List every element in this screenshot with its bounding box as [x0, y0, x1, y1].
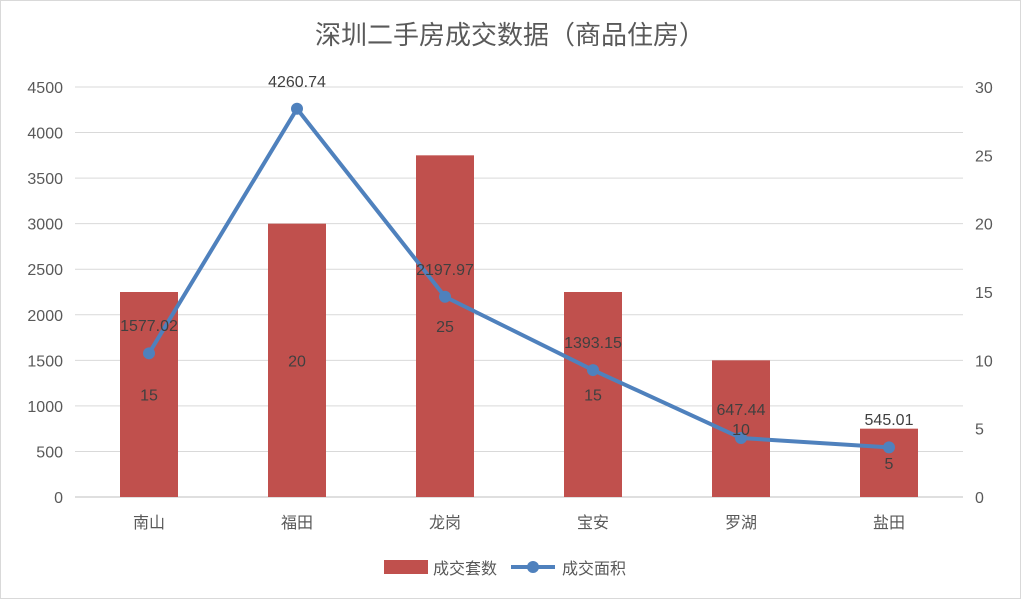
bar	[860, 428, 918, 497]
legend: 成交套数 成交面积	[384, 559, 626, 578]
bar-data-label: 10	[732, 422, 750, 439]
bar-data-label: 15	[584, 388, 602, 405]
left-axis: 0 500 1000 1500 2000 2500 3000 3500 4000 4500	[27, 80, 63, 507]
right-tick-label: 25	[975, 148, 993, 165]
left-tick-label: 3000	[27, 217, 63, 234]
line-data-label: 4260.74	[268, 74, 326, 91]
left-tick-label: 1000	[27, 399, 63, 416]
left-tick-label: 2500	[27, 262, 63, 279]
category-label: 福田	[281, 513, 313, 532]
line-point	[291, 102, 303, 115]
line-data-label: 545.01	[865, 412, 914, 429]
data-labels: 15 20 25 15 10 5 1577.02 4260.74 2197.97 1393.15 6…	[120, 74, 913, 473]
line-point	[143, 347, 155, 360]
line-series	[143, 102, 895, 454]
left-tick-label: 4500	[27, 80, 63, 97]
right-tick-label: 5	[975, 422, 984, 439]
right-tick-label: 20	[975, 217, 993, 234]
gridlines	[75, 86, 963, 498]
line-point	[883, 441, 895, 454]
left-tick-label: 1500	[27, 353, 63, 370]
right-tick-label: 10	[975, 353, 993, 370]
line-point	[439, 290, 451, 303]
left-tick-label: 3500	[27, 171, 63, 188]
line-point	[587, 364, 599, 377]
legend-swatch-bar	[384, 560, 428, 574]
line-point	[735, 432, 747, 445]
legend-marker-line	[527, 561, 539, 573]
left-tick-label: 2000	[27, 308, 63, 325]
chart-title: 深圳二手房成交数据（商品住房）	[315, 21, 705, 51]
line-data-label: 2197.97	[416, 262, 474, 279]
category-label: 盐田	[873, 513, 905, 532]
category-label: 罗湖	[725, 513, 757, 532]
bar-data-label: 5	[885, 456, 894, 473]
legend-label-line: 成交面积	[562, 559, 626, 578]
right-tick-label: 15	[975, 285, 993, 302]
bar	[416, 155, 474, 498]
category-label: 宝安	[577, 513, 609, 532]
bar	[120, 292, 178, 497]
x-axis: 南山 福田 龙岗 宝安 罗湖 盐田	[133, 513, 905, 532]
legend-label-bar: 成交套数	[433, 559, 497, 578]
category-label: 南山	[133, 513, 165, 532]
bar-data-label: 15	[140, 388, 158, 405]
left-tick-label: 0	[54, 490, 63, 507]
bar-data-label: 25	[436, 319, 454, 336]
right-axis: 0 5 10 15 20 25 30	[975, 80, 993, 507]
line-data-label: 1577.02	[120, 318, 178, 335]
left-tick-label: 4000	[27, 126, 63, 143]
bar-series	[120, 155, 918, 498]
bar-data-label: 20	[288, 353, 306, 370]
right-tick-label: 30	[975, 80, 993, 97]
right-tick-label: 0	[975, 490, 984, 507]
category-label: 龙岗	[429, 513, 461, 532]
line-data-label: 1393.15	[564, 335, 622, 352]
line-data-label: 647.44	[717, 402, 766, 419]
left-tick-label: 500	[36, 444, 63, 461]
bar	[268, 223, 326, 497]
line-path	[147, 106, 890, 450]
bar	[564, 292, 622, 497]
